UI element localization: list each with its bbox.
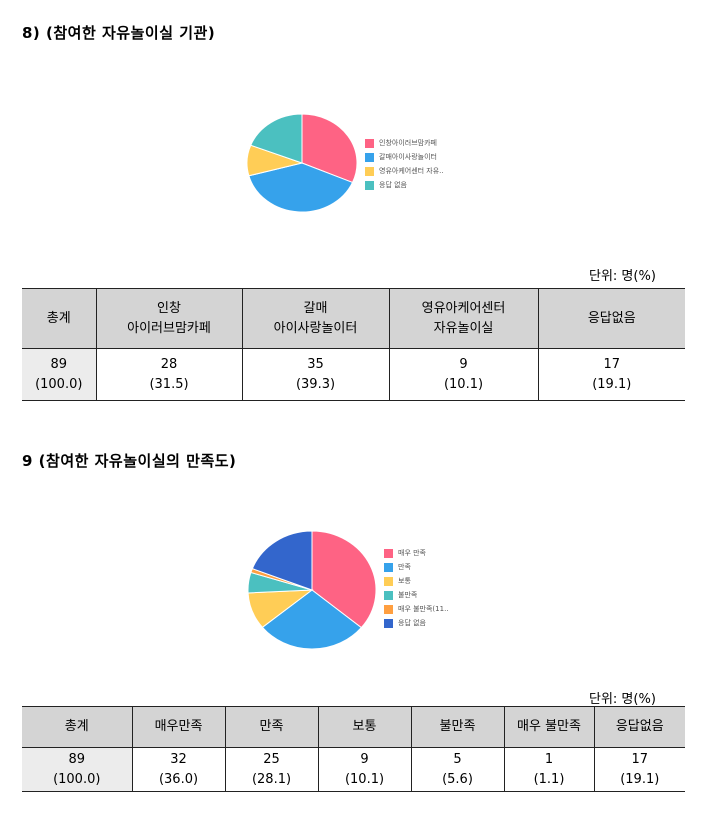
legend-label: 응답 없음: [398, 619, 426, 627]
legend-swatch: [365, 180, 374, 190]
legend-swatch: [384, 618, 393, 628]
table-cell: 17 (19.1): [537, 348, 685, 401]
unit-label: 단위: 명(%): [589, 269, 656, 284]
table-cell: 89 (100.0): [22, 747, 133, 792]
legend-item: 만족: [384, 560, 449, 574]
legend-item: 갈매아이사랑놀이터: [365, 150, 444, 164]
table-cell: 5 (5.6): [410, 747, 505, 792]
legend-swatch: [384, 548, 393, 558]
header-cell: 만족: [224, 706, 319, 748]
section-2-title: 9 (참여한 자유놀이실의 만족도): [22, 452, 237, 470]
legend-institutions: 인창아이러브맘카페 갈매아이사랑놀이터 영유아케어센터 자유.. 응답 없음: [365, 136, 444, 192]
header-cell: 총계: [22, 706, 133, 748]
table-row: 89 (100.0) 28 (31.5) 35 (39.3) 9 (10.1) 17 (1…: [22, 348, 685, 401]
table-cell: 32 (36.0): [131, 747, 226, 792]
satisfaction-table: 총계 매우만족 만족 보통 불만족 매우 불만족 응답없음 89 (100.0) …: [22, 706, 685, 792]
section-1-title: 8) (참여한 자유놀이실 기관): [22, 24, 216, 42]
legend-label: 매우 불만족(11..: [398, 605, 449, 613]
legend-label: 영유아케어센터 자유..: [379, 167, 444, 175]
header-cell: 갈매 아이사랑놀이터: [241, 288, 390, 349]
legend-swatch: [365, 152, 374, 162]
legend-item: 매우 만족: [384, 546, 449, 560]
institutions-table: 총계 인창 아이러브맘카페 갈매 아이사랑놀이터 영유아케어센터 자유놀이실 응답없음…: [22, 288, 685, 401]
legend-item: 영유아케어센터 자유..: [365, 164, 444, 178]
unit-label: 단위: 명(%): [589, 692, 656, 707]
header-cell: 영유아케어센터 자유놀이실: [388, 288, 539, 349]
header-cell: 총계: [22, 288, 97, 349]
legend-label: 만족: [398, 563, 411, 571]
legend-swatch: [365, 166, 374, 176]
table-header-row: 총계 인창 아이러브맘카페 갈매 아이사랑놀이터 영유아케어센터 자유놀이실 응답없음: [22, 288, 685, 349]
pie-slice: [301, 113, 358, 184]
header-cell: 인창 아이러브맘카페: [95, 288, 243, 349]
table-cell: 25 (28.1): [224, 747, 319, 792]
legend-item: 보통: [384, 574, 449, 588]
pie-slice: [251, 530, 313, 591]
table-cell: 17 (19.1): [593, 747, 685, 792]
table-cell: 9 (10.1): [317, 747, 412, 792]
legend-swatch: [384, 576, 393, 586]
table-cell: 89 (100.0): [22, 348, 97, 401]
pie-slice: [311, 530, 377, 629]
legend-swatch: [384, 604, 393, 614]
pie-slice: [248, 162, 354, 213]
header-cell: 매우만족: [131, 706, 226, 748]
legend-swatch: [384, 562, 393, 572]
legend-label: 불만족: [398, 591, 418, 599]
legend-item: 응답 없음: [365, 178, 444, 192]
table-cell: 9 (10.1): [388, 348, 539, 401]
legend-label: 응답 없음: [379, 181, 407, 189]
table-cell: 28 (31.5): [95, 348, 243, 401]
pie-chart-satisfaction: [247, 530, 377, 650]
table-header-row: 총계 매우만족 만족 보통 불만족 매우 불만족 응답없음: [22, 706, 685, 748]
legend-label: 매우 만족: [398, 549, 426, 557]
legend-item: 응답 없음: [384, 616, 449, 630]
header-cell: 응답없음: [593, 706, 685, 748]
legend-item: 불만족: [384, 588, 449, 602]
header-cell: 매우 불만족: [503, 706, 595, 748]
legend-item: 인창아이러브맘카페: [365, 136, 444, 150]
legend-item: 매우 불만족(11..: [384, 602, 449, 616]
table-row: 89 (100.0) 32 (36.0) 25 (28.1) 9 (10.1) 5 (5.…: [22, 747, 685, 792]
legend-label: 인창아이러브맘카페: [379, 139, 437, 147]
legend-swatch: [384, 590, 393, 600]
header-cell: 불만족: [410, 706, 505, 748]
table-cell: 35 (39.3): [241, 348, 390, 401]
legend-satisfaction: 매우 만족 만족 보통 불만족 매우 불만족(11.. 응답 없음: [384, 546, 449, 630]
table-cell: 1 (1.1): [503, 747, 595, 792]
header-cell: 응답없음: [537, 288, 685, 349]
legend-label: 보통: [398, 577, 411, 585]
pie-slice: [261, 589, 363, 650]
legend-label: 갈매아이사랑놀이터: [379, 153, 437, 161]
pie-chart-institutions: [246, 113, 358, 213]
legend-swatch: [365, 138, 374, 148]
pie-slice: [250, 113, 303, 164]
header-cell: 보통: [317, 706, 412, 748]
